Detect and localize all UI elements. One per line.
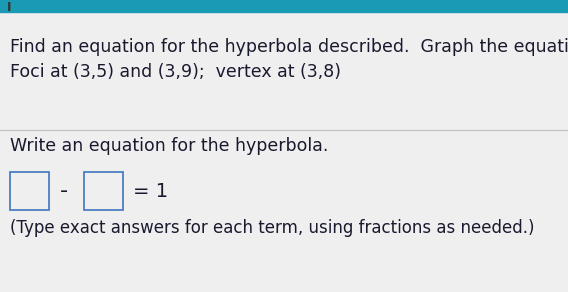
- Text: (Type exact answers for each term, using fractions as needed.): (Type exact answers for each term, using…: [10, 219, 534, 237]
- FancyBboxPatch shape: [84, 172, 123, 210]
- Bar: [0, 0, 568, 12]
- Text: Find an equation for the hyperbola described.  Graph the equation.: Find an equation for the hyperbola descr…: [10, 38, 568, 56]
- Text: Write an equation for the hyperbola.: Write an equation for the hyperbola.: [10, 137, 329, 155]
- Text: Foci at (3,5) and (3,9);  vertex at (3,8): Foci at (3,5) and (3,9); vertex at (3,8): [10, 63, 341, 81]
- Text: = 1: = 1: [133, 182, 168, 201]
- FancyBboxPatch shape: [10, 172, 49, 210]
- Text: I: I: [7, 1, 11, 14]
- Text: -: -: [60, 181, 68, 201]
